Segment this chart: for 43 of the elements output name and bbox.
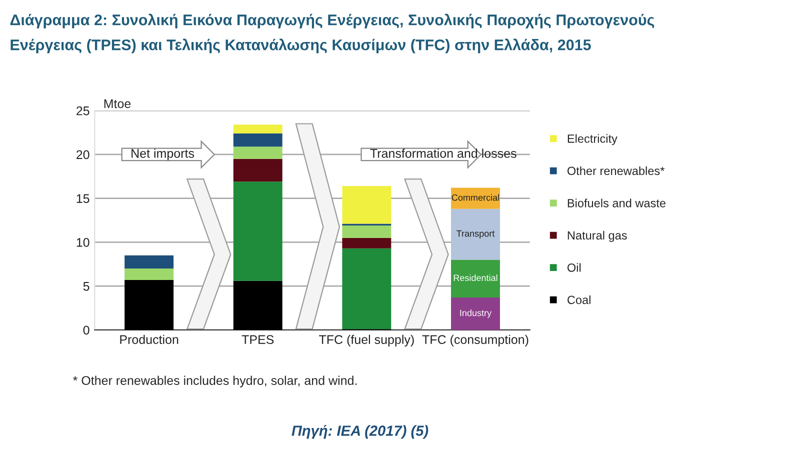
x-tick-label: TPES bbox=[242, 335, 274, 344]
text: Πηγή: IEA (2017) (5) bbox=[292, 424, 428, 439]
text: * Other renewables includes hydro, solar, and wind. bbox=[73, 376, 357, 388]
bar bbox=[451, 188, 500, 209]
bar bbox=[451, 208, 500, 260]
legend-label: Coal bbox=[568, 295, 590, 304]
bar bbox=[342, 186, 392, 224]
legend-label: Electricity bbox=[568, 134, 618, 146]
bar bbox=[233, 133, 282, 147]
chart-title: Διάγραμμα 2: Συνολική Εικόνα Παραγωγής Ενέργειας, Συνολικής Παροχής Πρωτογενούς Ενέργειας (TPES) και Τελικής Κατανάλωσης Καυσίμων (TFC) στην Ελλάδα, 2015 bbox=[10, 14, 654, 54]
y-tick-label: 5 bbox=[83, 282, 90, 291]
bar bbox=[342, 226, 392, 238]
bar bbox=[233, 124, 282, 134]
bar bbox=[124, 280, 174, 330]
y-tick-label: 20 bbox=[76, 150, 90, 160]
bar bbox=[342, 238, 392, 248]
annotation: Transformation and losses bbox=[370, 148, 516, 158]
bar bbox=[124, 255, 174, 269]
bar bbox=[233, 182, 282, 281]
y-tick-label: 25 bbox=[76, 106, 90, 116]
x-tick-label: Production bbox=[120, 334, 178, 344]
bar bbox=[233, 158, 282, 182]
bar bbox=[233, 280, 282, 330]
legend-label: Other renewables* bbox=[567, 166, 665, 176]
x-tick-label: TFC (consumption) bbox=[422, 334, 528, 346]
bar bbox=[342, 248, 392, 330]
series-label: Transport bbox=[456, 230, 495, 239]
legend-label: Natural gas bbox=[568, 230, 627, 242]
series-label: Industry bbox=[460, 310, 492, 318]
legend-label: Oil bbox=[567, 263, 581, 272]
bar bbox=[451, 260, 500, 298]
bar bbox=[124, 268, 174, 280]
x-tick-label: TFC (fuel supply) bbox=[319, 334, 414, 346]
bar bbox=[233, 146, 282, 159]
bar bbox=[451, 297, 500, 330]
annotation: Net imports bbox=[132, 148, 194, 160]
y-axis-title: Mtoe bbox=[104, 99, 131, 108]
y-tick-label: 10 bbox=[76, 238, 90, 247]
y-tick-label: 15 bbox=[76, 194, 90, 203]
legend-label: Biofuels and waste bbox=[568, 198, 666, 208]
y-tick-label: 0 bbox=[83, 326, 90, 335]
series-label: Residential bbox=[454, 274, 498, 282]
series-label: Commercial bbox=[452, 194, 499, 201]
